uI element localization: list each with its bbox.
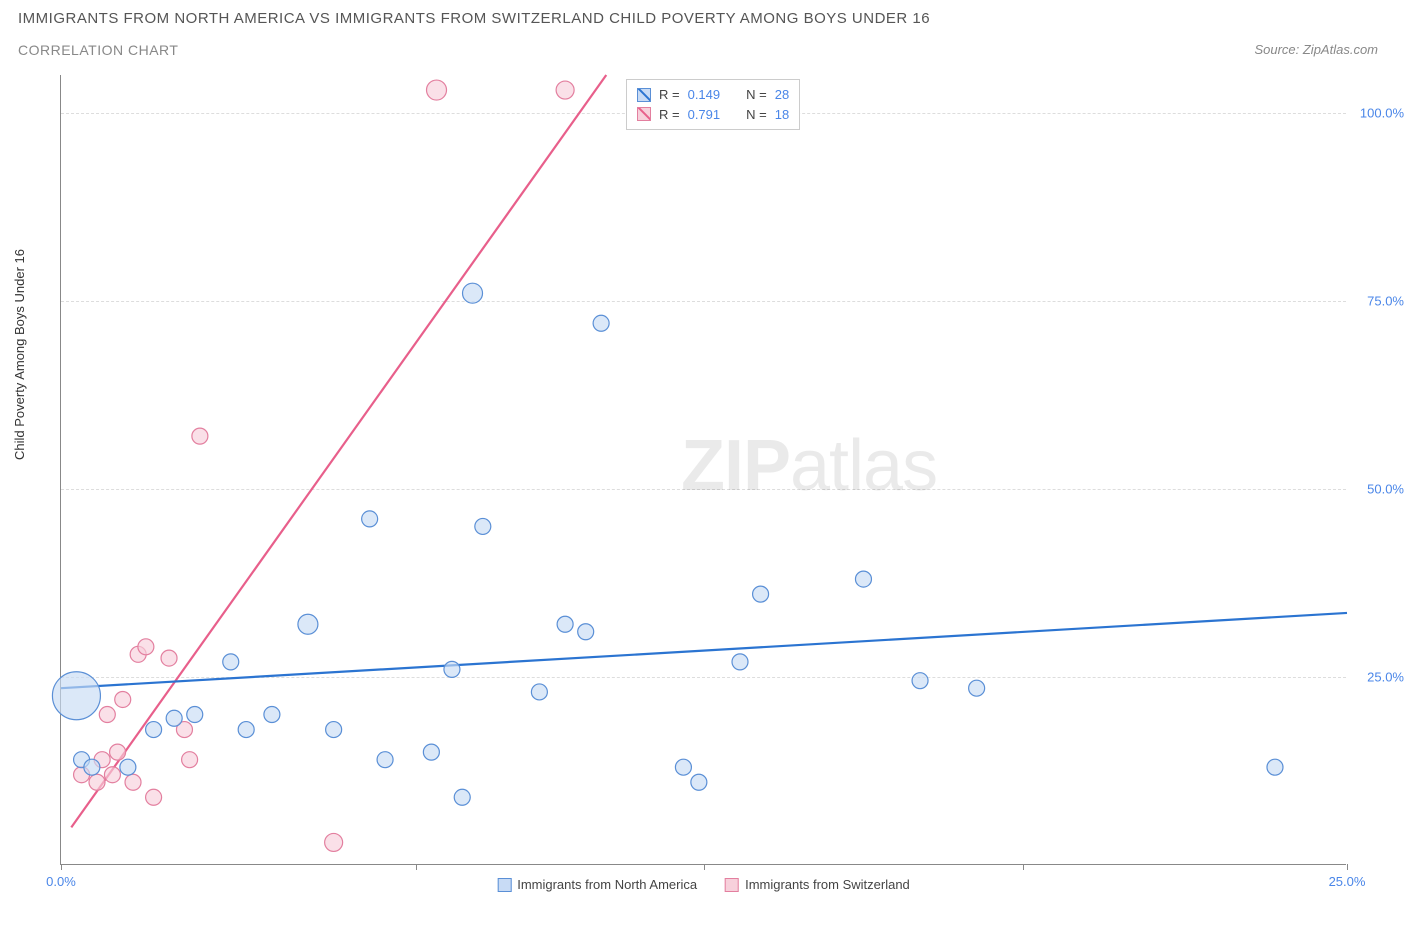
legend-swatch [497, 878, 511, 892]
y-tick-label: 100.0% [1360, 105, 1404, 120]
data-point-switzerland[interactable] [427, 80, 447, 100]
y-tick-label: 75.0% [1367, 293, 1404, 308]
x-tick [1023, 864, 1024, 870]
x-tick [704, 864, 705, 870]
stats-n-value: 18 [775, 105, 789, 125]
stats-r-value: 0.791 [688, 105, 721, 125]
data-point-switzerland[interactable] [104, 767, 120, 783]
x-tick-label: 25.0% [1329, 874, 1366, 889]
data-point-north_america[interactable] [146, 722, 162, 738]
data-point-north_america[interactable] [362, 511, 378, 527]
stats-swatch [637, 107, 651, 121]
data-point-switzerland[interactable] [138, 639, 154, 655]
data-point-north_america[interactable] [475, 518, 491, 534]
data-point-switzerland[interactable] [556, 81, 574, 99]
data-point-north_america[interactable] [264, 707, 280, 723]
data-point-north_america[interactable] [593, 315, 609, 331]
data-point-switzerland[interactable] [192, 428, 208, 444]
data-point-north_america[interactable] [298, 614, 318, 634]
data-point-north_america[interactable] [912, 673, 928, 689]
stats-n-label: N = [746, 85, 767, 105]
data-point-switzerland[interactable] [99, 707, 115, 723]
data-point-north_america[interactable] [675, 759, 691, 775]
stats-r-value: 0.149 [688, 85, 721, 105]
legend-item: Immigrants from North America [497, 877, 697, 892]
data-point-north_america[interactable] [578, 624, 594, 640]
data-point-north_america[interactable] [753, 586, 769, 602]
data-point-north_america[interactable] [463, 283, 483, 303]
data-point-north_america[interactable] [691, 774, 707, 790]
stats-r-label: R = [659, 105, 680, 125]
data-point-north_america[interactable] [969, 680, 985, 696]
data-point-north_america[interactable] [52, 672, 100, 720]
legend-label: Immigrants from Switzerland [745, 877, 910, 892]
stats-n-value: 28 [775, 85, 789, 105]
data-point-north_america[interactable] [444, 661, 460, 677]
legend-item: Immigrants from Switzerland [725, 877, 910, 892]
data-point-north_america[interactable] [732, 654, 748, 670]
scatter-plot-svg [61, 75, 1346, 864]
data-point-switzerland[interactable] [325, 833, 343, 851]
data-point-switzerland[interactable] [110, 744, 126, 760]
data-point-north_america[interactable] [855, 571, 871, 587]
data-point-north_america[interactable] [120, 759, 136, 775]
data-point-north_america[interactable] [238, 722, 254, 738]
data-point-switzerland[interactable] [161, 650, 177, 666]
data-point-north_america[interactable] [377, 752, 393, 768]
data-point-north_america[interactable] [326, 722, 342, 738]
chart-title: IMMIGRANTS FROM NORTH AMERICA VS IMMIGRA… [18, 10, 930, 27]
data-point-north_america[interactable] [166, 710, 182, 726]
stats-row: R = 0.149 N = 28 [637, 85, 789, 105]
y-axis-label: Child Poverty Among Boys Under 16 [12, 249, 27, 460]
data-point-switzerland[interactable] [89, 774, 105, 790]
data-point-north_america[interactable] [531, 684, 547, 700]
data-point-north_america[interactable] [187, 707, 203, 723]
legend-swatch [725, 878, 739, 892]
data-point-north_america[interactable] [423, 744, 439, 760]
data-point-north_america[interactable] [557, 616, 573, 632]
y-tick-label: 25.0% [1367, 669, 1404, 684]
legend-bottom: Immigrants from North America Immigrants … [497, 877, 910, 892]
correlation-stats-box: R = 0.149 N = 28 R = 0.791 N = 18 [626, 79, 800, 130]
x-tick [1347, 864, 1348, 870]
stats-swatch [637, 88, 651, 102]
stats-n-label: N = [746, 105, 767, 125]
data-point-north_america[interactable] [223, 654, 239, 670]
data-point-switzerland[interactable] [125, 774, 141, 790]
data-point-north_america[interactable] [84, 759, 100, 775]
y-tick-label: 50.0% [1367, 481, 1404, 496]
data-point-north_america[interactable] [1267, 759, 1283, 775]
x-tick [61, 864, 62, 870]
x-tick [416, 864, 417, 870]
chart-plot-area: 25.0%50.0%75.0%100.0% ZIPatlas R =0.149N… [60, 75, 1346, 865]
x-tick-label: 0.0% [46, 874, 76, 889]
data-point-north_america[interactable] [454, 789, 470, 805]
data-point-switzerland[interactable] [115, 691, 131, 707]
chart-subtitle: CORRELATION CHART [18, 42, 178, 58]
trend-line-north_america [61, 613, 1347, 688]
trend-line-switzerland [71, 75, 606, 827]
stats-r-label: R = [659, 85, 680, 105]
stats-row: R = 0.791 N = 18 [637, 105, 789, 125]
data-point-switzerland[interactable] [146, 789, 162, 805]
legend-label: Immigrants from North America [517, 877, 697, 892]
source-attribution: Source: ZipAtlas.com [1254, 42, 1378, 57]
data-point-switzerland[interactable] [182, 752, 198, 768]
